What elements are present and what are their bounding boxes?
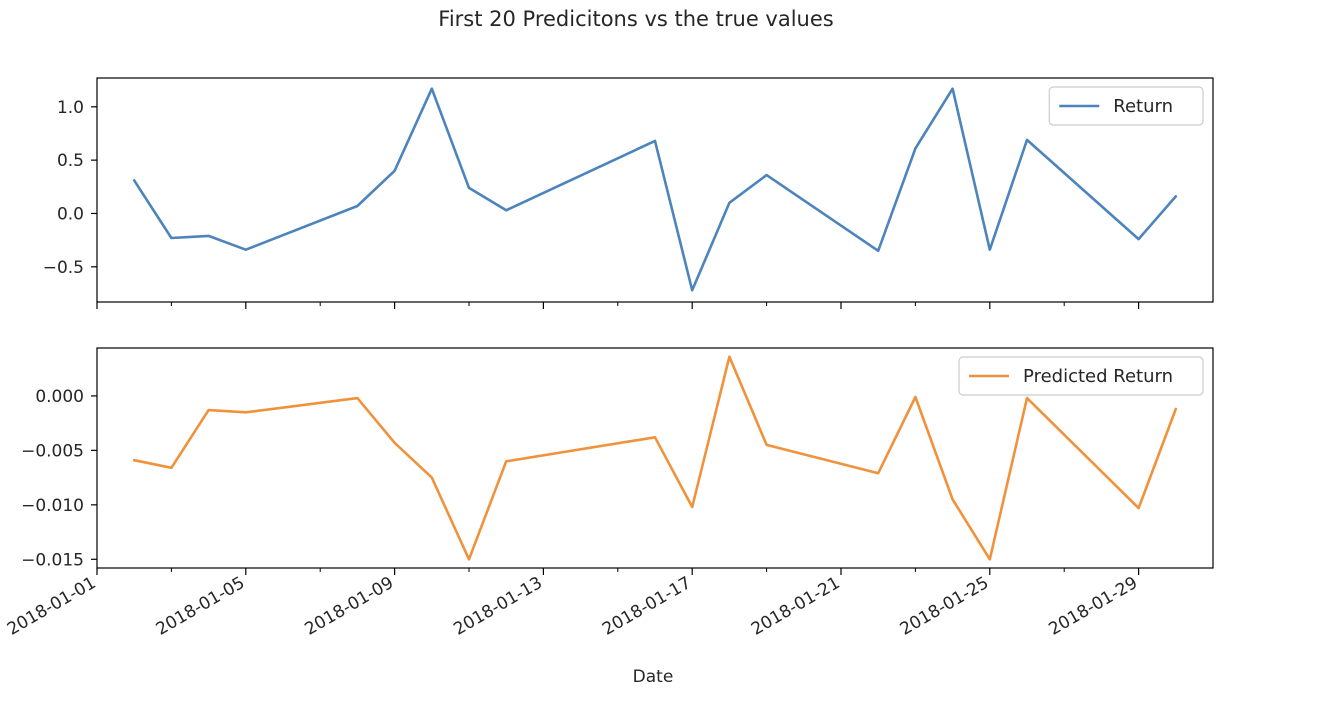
series-line-predicted-return — [132, 355, 1178, 561]
y-tick-label: −0.010 — [21, 496, 84, 516]
series-line-return — [132, 87, 1178, 292]
x-axis-label: Date — [633, 667, 674, 687]
legend-label: Predicted Return — [1023, 366, 1173, 387]
y-tick-label: −0.015 — [21, 550, 84, 570]
x-tick-label: 2018-01-21 — [748, 573, 844, 640]
subplot-1: −0.5 0.0 0.5 1.0 Return — [43, 77, 1214, 309]
plot-frame — [96, 77, 1214, 303]
x-tick-label: 2018-01-09 — [302, 573, 398, 640]
x-tick-label: 2018-01-01 — [4, 573, 100, 640]
subplot-2: −0.015 −0.010 −0.005 0.000 Predicted Return — [21, 347, 1214, 575]
legend-label: Return — [1113, 96, 1173, 117]
y-tick-label: 0.0 — [57, 204, 84, 224]
x-tick-label: 2018-01-17 — [599, 573, 695, 640]
legend-box — [958, 356, 1204, 396]
legend: Predicted Return — [958, 356, 1204, 396]
x-tick-label: 2018-01-05 — [153, 573, 249, 640]
x-tick-label: 2018-01-29 — [1046, 573, 1142, 640]
subplots-group: −0.5 0.0 0.5 1.0 Return −0.015 −0.010 −0.005 0.0… — [4, 77, 1214, 640]
x-tick-label: 2018-01-25 — [897, 573, 993, 640]
y-tick-label: 0.5 — [57, 151, 84, 171]
chart-title: First 20 Predicitons vs the true values — [438, 7, 833, 31]
y-tick-label: −0.5 — [43, 258, 84, 278]
y-tick-label: −0.005 — [21, 441, 84, 461]
y-tick-label: 0.000 — [35, 387, 84, 407]
plot-frame — [96, 347, 1214, 569]
x-tick-label: 2018-01-13 — [450, 573, 546, 640]
legend-box — [1048, 86, 1204, 126]
y-tick-label: 1.0 — [57, 98, 84, 118]
legend: Return — [1048, 86, 1204, 126]
